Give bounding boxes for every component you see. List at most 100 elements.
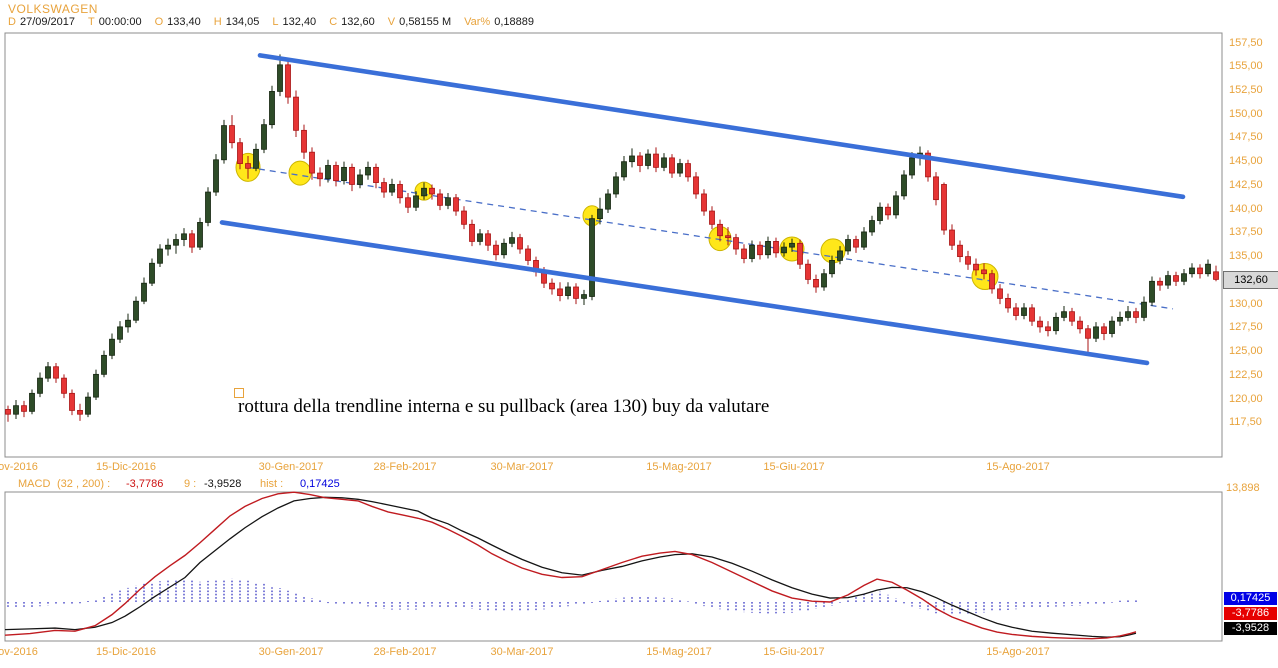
ohlc-field: H 134,05 (214, 16, 260, 28)
candle-body (1101, 326, 1107, 334)
date-axis-macd: ov-2016 15-Dic-2016 30-Gen-2017 28-Feb-2017… (0, 646, 1278, 661)
date-tick-label: 15-Dic-2016 (96, 646, 156, 658)
ohlc-field-value: 0,58155 M (399, 16, 452, 28)
candle-body (829, 260, 835, 275)
price-tick-label: 135,00 (1229, 250, 1263, 263)
candle-body (1093, 326, 1099, 339)
date-tick-label: 15-Ago-2017 (986, 461, 1050, 473)
date-axis-main: ov-2016 15-Dic-2016 30-Gen-2017 28-Feb-2017… (0, 461, 1278, 476)
candle-body (381, 182, 387, 193)
candle-body (741, 248, 747, 259)
price-tick-label: 145,00 (1229, 155, 1263, 168)
candle-body (869, 220, 875, 233)
candle-body (813, 279, 819, 288)
candle-body (949, 229, 955, 246)
candle-body (53, 366, 59, 379)
candle-body (893, 195, 899, 216)
macd-signal-line (4, 496, 1137, 638)
ohlc-field: L 132,40 (272, 16, 316, 28)
ohlc-field-label: C (329, 16, 338, 28)
candle-body (597, 208, 603, 220)
candle-body (1205, 263, 1211, 275)
candle-body (285, 64, 291, 98)
candle-body (1005, 297, 1011, 309)
candle-body (1141, 301, 1147, 318)
candle-body (421, 187, 427, 197)
candle-body (877, 206, 883, 221)
candle-body (749, 244, 755, 259)
macd-value-badge: 0,17425 (1224, 592, 1277, 605)
ohlc-field-value: 00:00:00 (98, 16, 142, 28)
candle-body (1029, 307, 1035, 322)
price-tick-label: 152,50 (1229, 83, 1263, 96)
candle-body (85, 396, 91, 415)
candle-body (837, 250, 843, 261)
annotation-text: rottura della trendline interna e su pul… (238, 396, 770, 417)
candle-body (677, 163, 683, 174)
candle-body (629, 155, 635, 163)
date-tick-label: 15-Giu-2017 (763, 646, 825, 658)
candle-body (77, 410, 83, 415)
candle-body (277, 64, 283, 92)
price-tick-label: 157,50 (1229, 36, 1263, 49)
candle-body (653, 153, 659, 168)
candle-body (981, 269, 987, 275)
candle-body (141, 282, 147, 302)
candle-body (253, 148, 259, 169)
candle-body (437, 193, 443, 206)
ohlc-field: D 27/09/2017 (8, 16, 75, 28)
ohlc-field-label: H (213, 16, 222, 28)
candle-body (885, 206, 891, 216)
date-tick-label: 30-Mar-2017 (490, 461, 554, 473)
candle-body (645, 153, 651, 166)
candle-body (357, 174, 363, 185)
candle-body (301, 129, 307, 153)
candle-body (245, 163, 251, 169)
main-chart-panel (4, 32, 1223, 458)
candle-body (1037, 320, 1043, 328)
candle-body (901, 174, 907, 197)
candle-body (589, 218, 595, 297)
candle-body (957, 244, 963, 258)
ohlc-field-value: 27/09/2017 (19, 16, 76, 28)
candle-body (773, 241, 779, 254)
candle-body (21, 405, 27, 412)
ohlc-field-label: D (8, 16, 16, 28)
date-tick-label: 30-Mar-2017 (490, 646, 554, 658)
candle-body (325, 165, 331, 180)
candle-body (853, 239, 859, 248)
candle-body (413, 195, 419, 208)
candle-body (701, 193, 707, 212)
candle-body (29, 392, 35, 412)
candle-body (1021, 307, 1027, 316)
date-tick-label: 28-Feb-2017 (373, 461, 437, 473)
candle-body (405, 197, 411, 208)
ohlc-field-value: 132,60 (341, 16, 375, 28)
candle-body (269, 91, 275, 126)
date-tick-label: 28-Feb-2017 (373, 646, 437, 658)
candle-body (965, 256, 971, 265)
candle-body (821, 273, 827, 288)
candle-body (189, 233, 195, 248)
price-tick-label: 137,50 (1229, 226, 1263, 239)
candle-body (93, 373, 99, 398)
candle-body (709, 210, 715, 225)
price-tick-label: 142,50 (1229, 178, 1263, 191)
candle-body (1157, 280, 1163, 286)
candle-body (733, 237, 739, 250)
candle-body (101, 354, 107, 375)
candle-body (365, 166, 371, 176)
candle-body (213, 159, 219, 193)
macd-header-segment: 0,17425 (300, 478, 340, 490)
candle-body (1045, 326, 1051, 332)
candle-body (1069, 311, 1075, 322)
candle-body (565, 286, 571, 296)
macd-header-segment: (32 , 200) : (57, 478, 111, 490)
annotation-marker-square[interactable] (234, 388, 244, 398)
candle-body (605, 193, 611, 210)
ohlc-field-value: 134,05 (225, 16, 260, 28)
price-tick-label: 117,50 (1229, 416, 1262, 429)
price-tick-label: 140,00 (1229, 202, 1263, 215)
price-tick-label: 150,00 (1229, 107, 1263, 120)
